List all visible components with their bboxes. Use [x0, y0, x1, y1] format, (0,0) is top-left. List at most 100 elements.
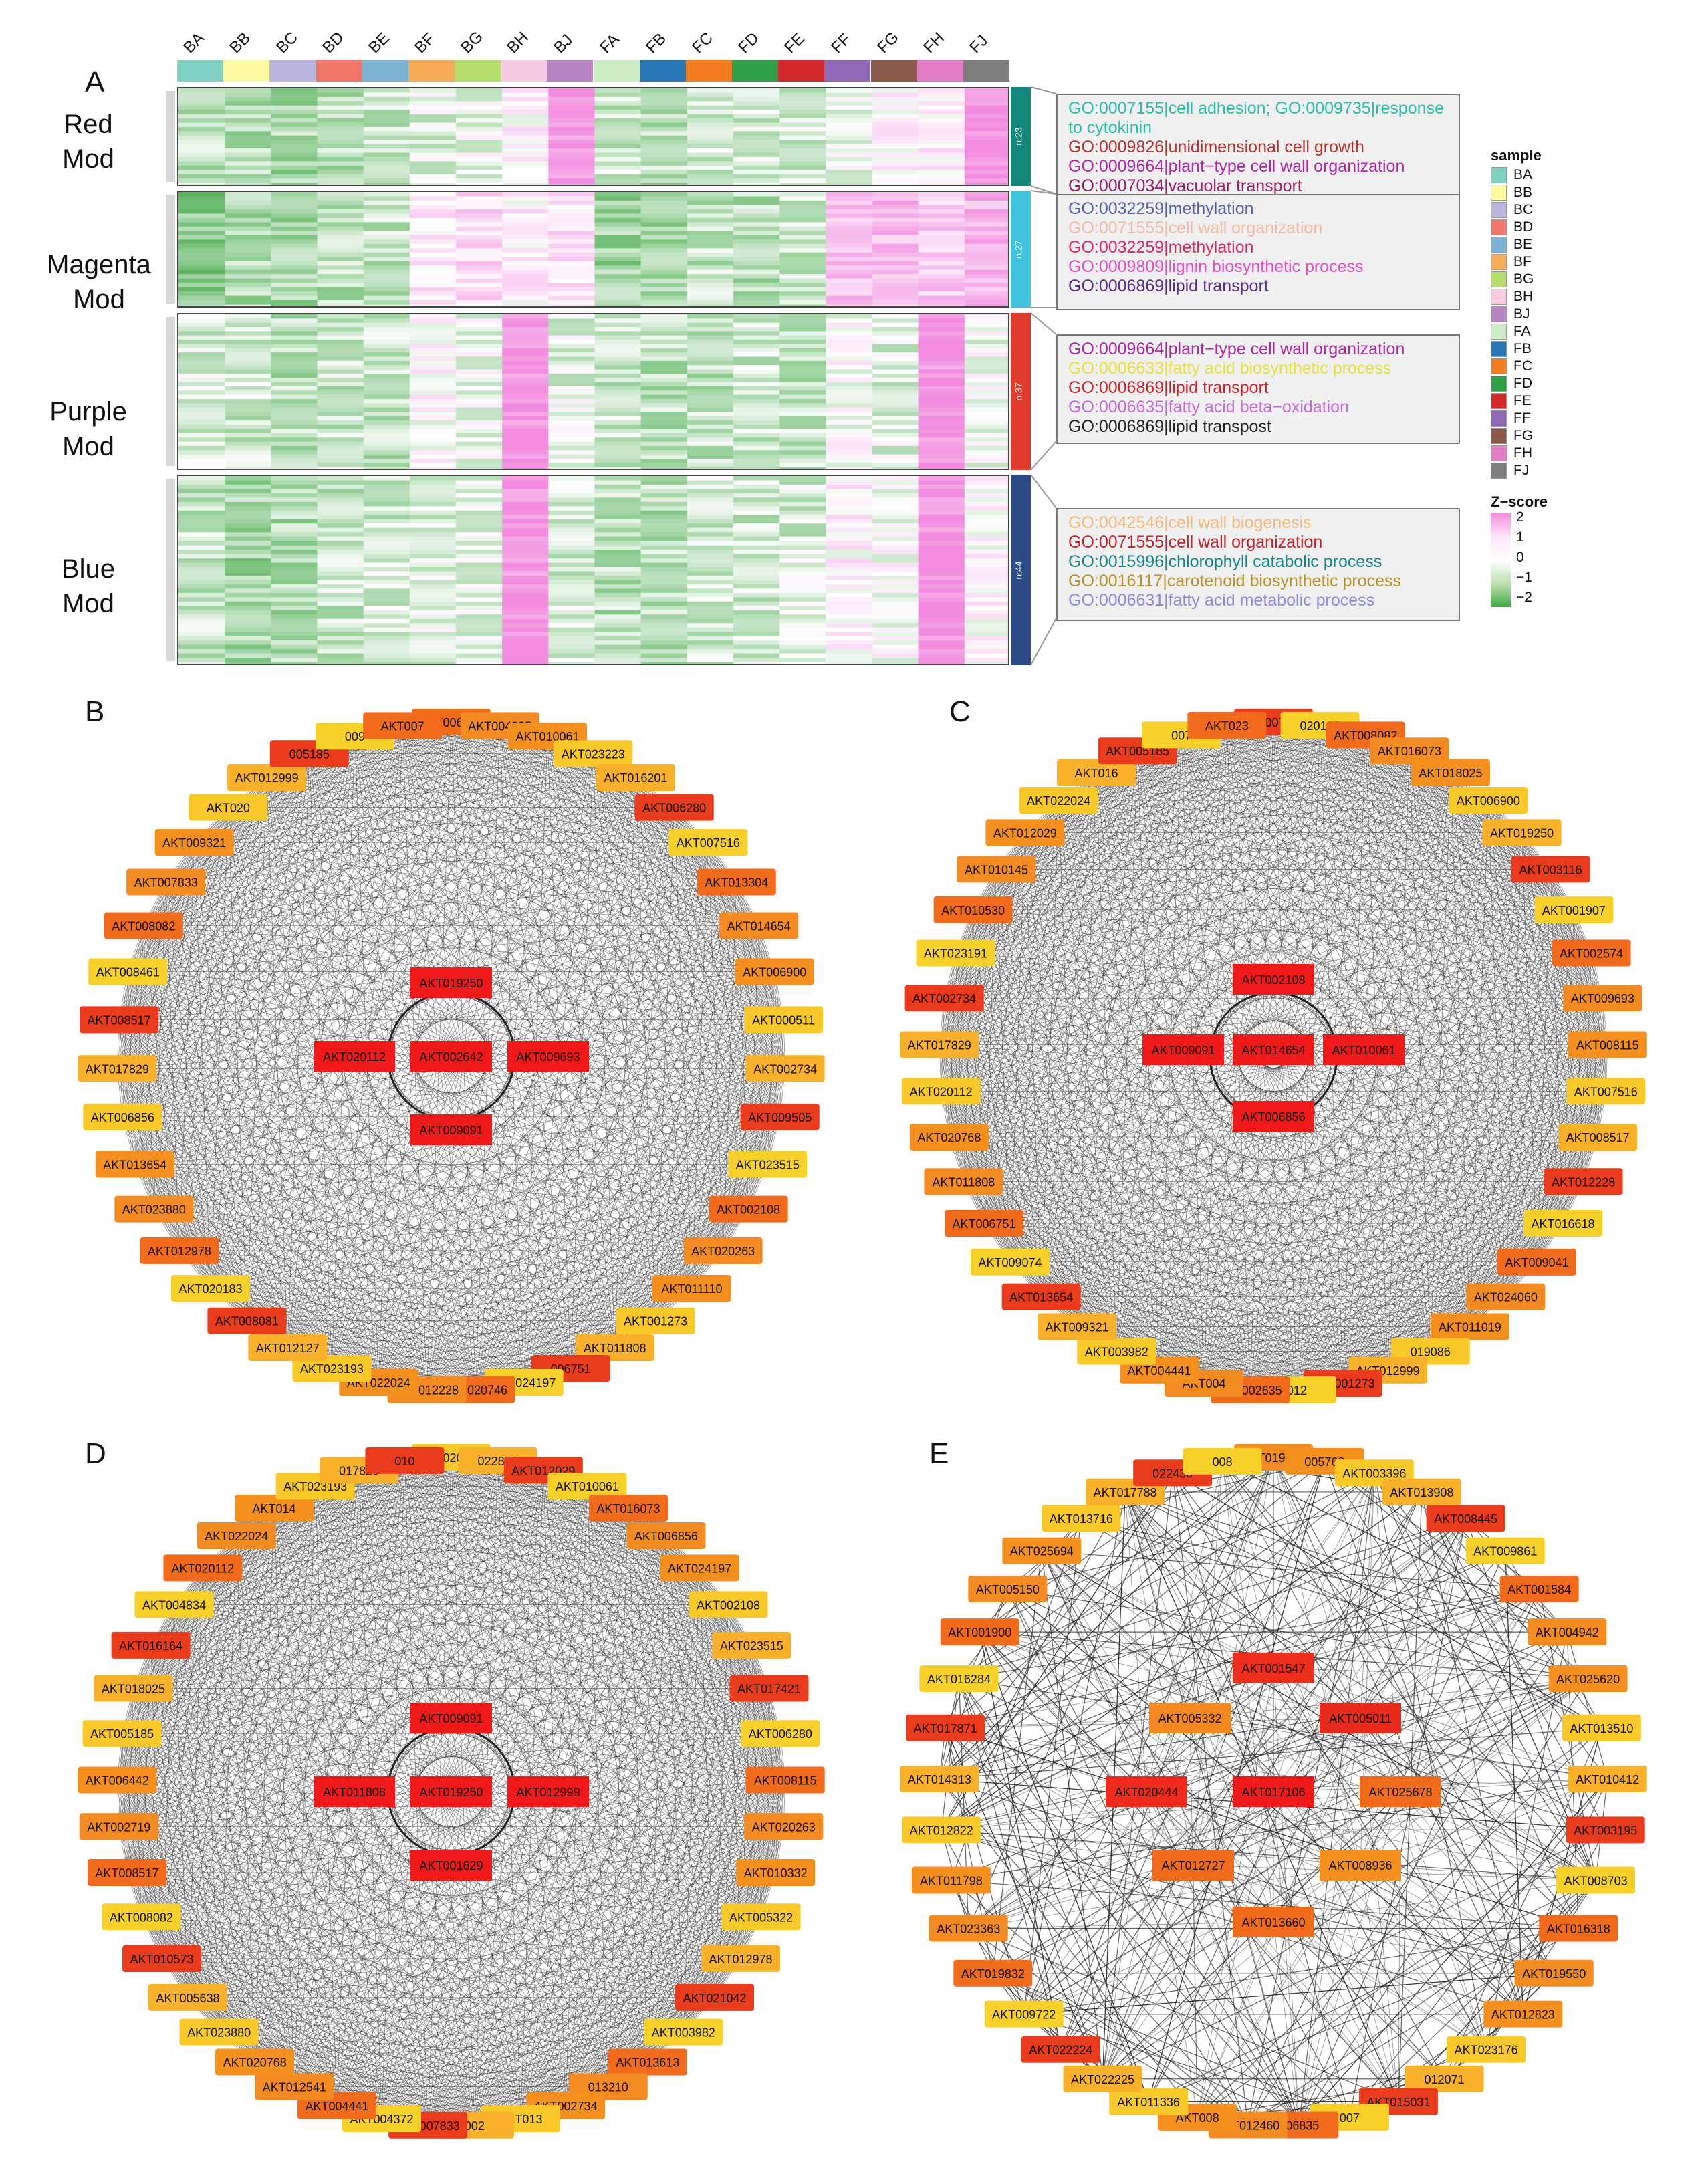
heatmap-cell — [178, 373, 225, 378]
heatmap-cell — [918, 425, 965, 429]
heatmap-cell — [918, 644, 965, 650]
heatmap-cell — [826, 131, 872, 136]
heatmap-cell — [779, 493, 826, 498]
heatmap-cell — [548, 243, 595, 249]
heatmap-cell — [918, 183, 965, 185]
legend-swatch — [1491, 254, 1507, 270]
heatmap-cell — [271, 131, 318, 136]
heatmap-cell — [733, 200, 780, 205]
heatmap-cell — [964, 575, 1008, 580]
heatmap-cell — [779, 122, 826, 128]
heatmap-cell — [640, 506, 688, 511]
go-term: GO:0006869|lipid transport — [1068, 378, 1269, 397]
heatmap-cell — [594, 545, 642, 550]
heatmap-cell — [456, 318, 503, 324]
heatmap-cell — [317, 148, 364, 154]
heatmap-cell — [594, 304, 642, 306]
heatmap-cell — [178, 226, 225, 231]
heatmap-cell — [317, 114, 364, 119]
network-hub-node — [1233, 1907, 1314, 1937]
heatmap-cell — [826, 161, 872, 166]
heatmap-cell — [687, 110, 734, 115]
heatmap-cell — [271, 484, 318, 489]
heatmap-cell — [225, 369, 271, 374]
heatmap-cell — [225, 92, 271, 98]
heatmap-cell — [317, 623, 364, 628]
heatmap-cell — [687, 623, 734, 628]
network-node-label: AKT005638 — [156, 1992, 219, 2005]
heatmap-cell — [733, 558, 780, 564]
heatmap-cell — [548, 213, 595, 219]
heatmap-cell — [872, 510, 919, 515]
heatmap-cell — [640, 627, 688, 632]
heatmap-cell — [594, 360, 642, 366]
network-node-label: 009 — [345, 730, 365, 743]
heatmap-cell — [640, 623, 688, 628]
network-node-label: AKT004441 — [1127, 1364, 1191, 1378]
heatmap-cell — [826, 510, 872, 515]
heatmap-cell — [733, 588, 780, 594]
network-node — [668, 829, 748, 856]
network-node-label: AKT010530 — [941, 904, 1005, 917]
heatmap-cell — [317, 437, 364, 443]
heatmap-cell — [363, 653, 410, 658]
heatmap-cell — [178, 152, 225, 158]
heatmap-cell — [363, 335, 410, 340]
heatmap-cell — [640, 239, 688, 245]
network-hub-label: AKT009091 — [1151, 1044, 1215, 1057]
heatmap-cell — [178, 231, 225, 236]
heatmap-cell — [409, 92, 457, 98]
heatmap-cell — [225, 425, 271, 429]
heatmap-cell — [409, 523, 457, 529]
heatmap-cell — [409, 213, 457, 219]
heatmap-cell — [779, 640, 826, 646]
network-node-label: AKT020 — [207, 802, 250, 815]
heatmap-cell — [178, 554, 225, 559]
network-node-label: AKT006442 — [86, 1774, 149, 1788]
heatmap-cell — [594, 597, 642, 602]
heatmap-cell — [548, 140, 595, 145]
heatmap-cell — [502, 165, 549, 170]
heatmap-cell — [317, 445, 364, 451]
heatmap-cell — [918, 213, 965, 219]
heatmap-cell — [872, 170, 919, 175]
heatmap-cell — [687, 300, 734, 306]
heatmap-cell — [733, 217, 780, 223]
heatmap-cell — [826, 454, 872, 459]
network-node — [292, 1355, 372, 1382]
go-term: GO:0071555|cell wall organization — [1068, 533, 1323, 552]
heatmap-cell — [640, 407, 688, 412]
heatmap-cell — [456, 606, 503, 611]
network-node-label: AKT010573 — [130, 1953, 193, 1966]
module-count: n:44 — [1013, 560, 1024, 580]
heatmap-cell — [502, 178, 549, 184]
heatmap-cell — [178, 580, 225, 585]
heatmap-cell — [779, 274, 826, 279]
heatmap-cell — [271, 510, 318, 515]
heatmap-cell — [363, 360, 410, 366]
heatmap-cell — [964, 501, 1008, 507]
heatmap-cell — [456, 399, 503, 404]
heatmap-cell — [826, 248, 872, 253]
heatmap-cell — [640, 96, 688, 102]
heatmap-cell — [918, 506, 965, 511]
heatmap-cell — [826, 122, 872, 128]
network-node — [909, 1123, 989, 1151]
heatmap-cell — [872, 554, 919, 559]
heatmap-cell — [918, 497, 965, 503]
heatmap-cell — [687, 416, 734, 421]
heatmap-cell — [872, 88, 919, 93]
heatmap-cell — [548, 101, 595, 106]
heatmap-cell — [409, 450, 457, 455]
heatmap-cell — [779, 554, 826, 559]
heatmap-cell — [271, 196, 318, 201]
heatmap-cell — [733, 183, 780, 185]
heatmap-cell — [363, 441, 410, 447]
heatmap-cell — [779, 209, 826, 214]
heatmap-cell — [271, 274, 318, 279]
heatmap-cell — [826, 365, 872, 370]
heatmap-cell — [640, 399, 688, 404]
heatmap-cell — [826, 489, 872, 494]
heatmap-cell — [779, 382, 826, 387]
heatmap-cell — [687, 584, 734, 589]
